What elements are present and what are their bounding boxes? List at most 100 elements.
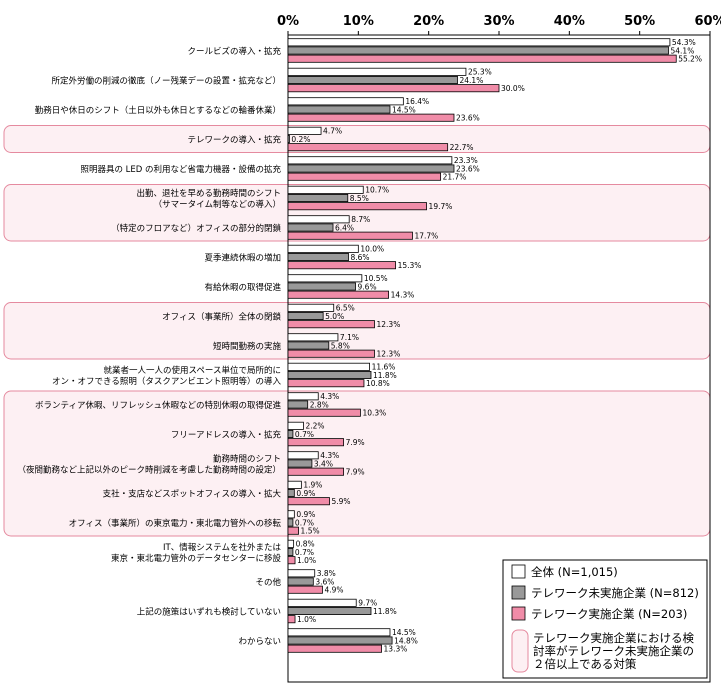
bar-implementing: [287, 585, 323, 594]
data-label: 3.4%: [314, 459, 333, 468]
bar-non-implementing: [287, 370, 372, 379]
category-label: その他: [255, 577, 281, 588]
data-label: 0.9%: [296, 489, 315, 498]
data-label: 0.9%: [296, 510, 315, 519]
data-label: 54.1%: [671, 46, 695, 55]
data-label: 10.3%: [362, 409, 386, 418]
data-label: 4.9%: [324, 586, 343, 595]
data-label: 11.8%: [373, 607, 397, 616]
category-label-line: 東京・東北電力管外のデータセンターに移設: [111, 553, 282, 564]
data-label: 8.5%: [350, 194, 369, 203]
category-label-line: 夏季連続休暇の増加: [204, 253, 281, 264]
bar-non-implementing: [287, 223, 334, 232]
bar-implementing: [287, 143, 449, 152]
bar-implementing: [287, 615, 296, 624]
bar-non-implementing: [287, 282, 356, 291]
data-label: 5.8%: [331, 341, 350, 350]
data-label: 25.3%: [468, 68, 492, 77]
bar-all: [287, 38, 671, 47]
data-label: 23.3%: [454, 156, 478, 165]
bar-all: [287, 480, 302, 489]
category-label-line: 勤務時間のシフト: [213, 454, 281, 465]
category-label-line: 勤務日や休日のシフト（土日以外も休日とするなどの輪番休業）: [35, 105, 281, 116]
bar-all: [287, 362, 370, 371]
category-label-line: 所定外労働の削減の徹底（ノー残業デーの設置・拡充など）: [51, 76, 281, 87]
bar-all: [287, 156, 453, 165]
bar-implementing: [287, 261, 397, 270]
category-label: 短時間勤務の実施: [213, 341, 282, 352]
data-label: 0.2%: [291, 135, 310, 144]
data-label: 10.5%: [364, 274, 388, 283]
data-label: 9.6%: [358, 282, 377, 291]
bar-all: [287, 126, 322, 135]
bar-non-implementing: [287, 134, 290, 143]
bar-all: [287, 539, 295, 548]
category-label: テレワークの導入・拡充: [187, 135, 281, 146]
category-label: 有給休暇の取得促進: [204, 282, 281, 293]
category-label: 上記の施策はいずれも検討していない: [137, 607, 281, 618]
legend-highlight-note: 討率がテレワーク未実施企業の: [533, 644, 694, 658]
bar-implementing: [287, 172, 442, 181]
bar-all: [287, 333, 339, 342]
x-tick-label: 30%: [483, 14, 514, 29]
data-label: 10.0%: [360, 245, 384, 254]
data-label: 14.8%: [394, 636, 418, 645]
category-label-line: 短時間勤務の実施: [213, 341, 282, 352]
bar-all: [287, 67, 467, 76]
category-label: 所定外労働の削減の徹底（ノー残業デーの設置・拡充など）: [51, 76, 281, 87]
bar-non-implementing: [287, 105, 391, 114]
bar-non-implementing: [287, 636, 393, 645]
bar-non-implementing: [287, 341, 330, 350]
data-label: 7.9%: [346, 468, 365, 477]
x-tick-label: 60%: [694, 14, 721, 29]
bar-all: [287, 421, 304, 430]
bar-non-implementing: [287, 488, 295, 497]
data-label: 30.0%: [501, 84, 525, 93]
data-label: 0.8%: [296, 540, 315, 549]
data-label: 7.9%: [346, 438, 365, 447]
category-label: IT、情報システムを社外または東京・東北電力管外のデータセンターに移設: [111, 542, 282, 564]
category-label: 夏季連続休暇の増加: [204, 253, 281, 264]
bar-all: [287, 185, 364, 194]
bar-implementing: [287, 54, 677, 63]
data-label: 11.6%: [372, 363, 396, 372]
data-label: 14.5%: [392, 105, 416, 114]
bar-all: [287, 392, 319, 401]
bar-implementing: [287, 497, 330, 506]
category-label-line: 有給休暇の取得促進: [204, 282, 281, 293]
legend-entry: 全体 (N=1,015): [531, 565, 618, 579]
data-label: 8.7%: [351, 215, 370, 224]
data-label: 8.6%: [350, 253, 369, 262]
data-label: 0.7%: [295, 548, 314, 557]
bar-non-implementing: [287, 459, 313, 468]
bar-non-implementing: [287, 311, 324, 320]
category-label-line: わからない: [238, 637, 281, 647]
category-label: 就業者一人一人の使用スペース単位で局所的にオン・オフできる照明（タスクアンビエン…: [52, 365, 281, 387]
data-label: 2.2%: [305, 422, 324, 431]
bar-implementing: [287, 379, 365, 388]
bar-all: [287, 451, 319, 460]
legend-highlight-note: テレワーク実施企業における検: [533, 631, 694, 645]
data-label: 3.6%: [315, 577, 334, 586]
data-label: 12.3%: [377, 320, 401, 329]
bar-all: [287, 628, 391, 637]
data-label: 4.3%: [320, 392, 339, 401]
category-label-line: オフィス（事業所）の東京電力・東北電力管外への移転: [69, 518, 282, 529]
data-label: 10.8%: [366, 379, 390, 388]
category-label-line: クールビズの導入・拡充: [187, 46, 281, 57]
data-label: 23.6%: [456, 114, 480, 123]
legend-swatch: [511, 564, 526, 579]
bar-non-implementing: [287, 577, 314, 586]
bar-implementing: [287, 644, 382, 653]
category-label-line: その他: [255, 577, 281, 588]
category-label: 出勤、退社を早める勤務時間のシフト（サマータイム制等などの導入）: [136, 188, 281, 210]
data-label: 17.7%: [414, 232, 438, 241]
category-label: オフィス（事業所）全体の閉鎖: [162, 312, 281, 323]
data-label: 21.7%: [443, 173, 467, 182]
category-label-line: （夜間勤務など上記以外のピーク時削減を考慮した勤務時間の設定）: [17, 465, 281, 476]
legend-highlight-note: ２倍以上である対策: [533, 657, 637, 671]
bar-implementing: [287, 84, 500, 93]
data-label: 1.0%: [297, 556, 316, 565]
data-label: 5.0%: [325, 312, 344, 321]
